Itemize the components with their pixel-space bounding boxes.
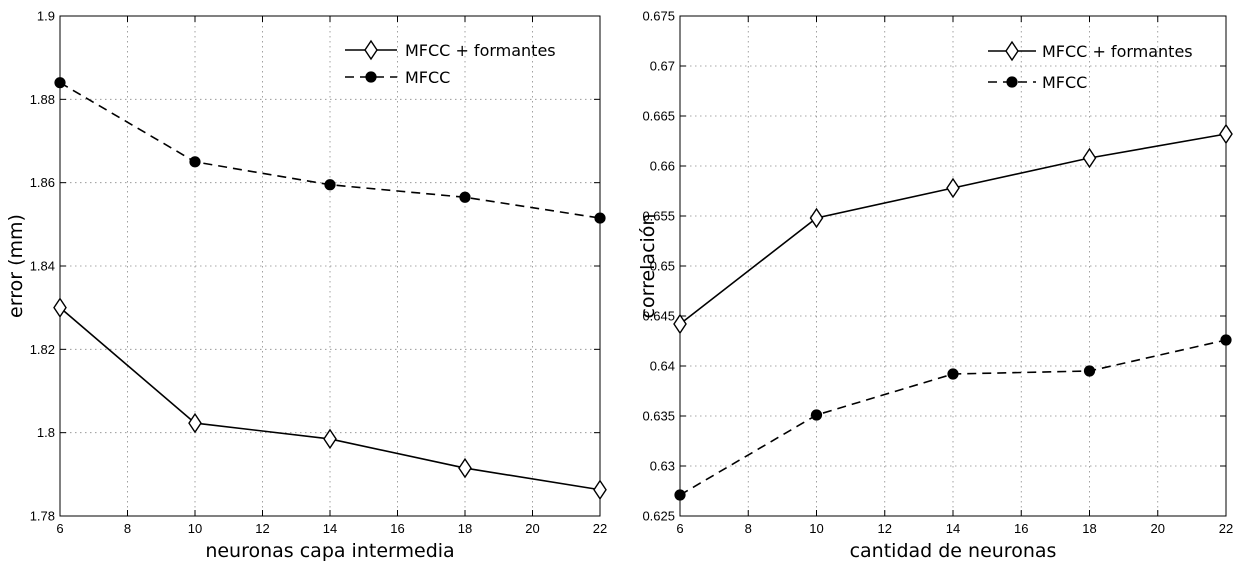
x-tick-label: 20 xyxy=(1151,521,1165,536)
legend-label: MFCC + formantes xyxy=(1042,42,1193,61)
legend-label: MFCC + formantes xyxy=(405,41,556,60)
x-tick-label: 22 xyxy=(593,521,607,536)
x-tick-label: 14 xyxy=(946,521,960,536)
legend-marker-diamond xyxy=(1005,40,1019,62)
x-tick-label: 6 xyxy=(56,521,63,536)
y-tick-label: 1.84 xyxy=(30,259,55,274)
data-point-circle xyxy=(674,489,686,501)
y-tick-label: 0.67 xyxy=(650,59,675,74)
y-tick-label: 1.78 xyxy=(30,509,55,524)
x-axis-label: cantidad de neuronas xyxy=(850,540,1057,562)
x-tick-label: 6 xyxy=(676,521,683,536)
grid-lines xyxy=(680,16,1226,516)
y-tick-label: 0.64 xyxy=(650,359,675,374)
series-mfcc-formantes xyxy=(673,123,1233,335)
data-point-diamond xyxy=(1082,147,1097,169)
series-mfcc-formantes xyxy=(53,297,607,501)
series-mfcc xyxy=(54,77,606,224)
y-axis-label: correlación xyxy=(637,214,659,319)
data-point-circle xyxy=(459,191,471,203)
y-tick-label: 0.645 xyxy=(642,309,675,324)
legend: MFCC + formantes MFCC xyxy=(988,40,1193,92)
y-tick-label: 1.8 xyxy=(37,425,55,440)
x-tick-label: 10 xyxy=(188,521,202,536)
y-tick-label: 1.82 xyxy=(30,342,55,357)
x-tick-label: 20 xyxy=(525,521,539,536)
x-tick-label: 18 xyxy=(458,521,472,536)
x-tick-label: 18 xyxy=(1082,521,1096,536)
legend-marker-circle xyxy=(365,71,377,83)
x-tick-label: 12 xyxy=(255,521,269,536)
y-tick-label: 0.65 xyxy=(650,259,675,274)
data-point-diamond xyxy=(323,428,337,450)
data-point-diamond xyxy=(188,412,202,434)
data-point-circle xyxy=(54,77,66,89)
y-axis-label: error (mm) xyxy=(5,214,27,318)
y-tick-label: 0.665 xyxy=(642,109,675,124)
y-tick-label: 0.675 xyxy=(642,9,675,24)
data-point-circle xyxy=(810,409,823,421)
data-point-diamond xyxy=(1219,123,1233,145)
x-tick-label: 16 xyxy=(390,521,404,536)
y-tick-label: 0.66 xyxy=(650,159,675,174)
y-tick-label: 0.625 xyxy=(642,509,675,524)
data-point-circle xyxy=(189,156,201,168)
x-tick-label: 22 xyxy=(1219,521,1233,536)
data-point-diamond xyxy=(53,297,67,318)
y-tick-label: 0.63 xyxy=(650,459,675,474)
grid-lines xyxy=(60,16,600,516)
data-point-diamond xyxy=(593,479,607,501)
data-point-diamond xyxy=(673,313,687,335)
x-tick-label: 12 xyxy=(878,521,892,536)
series-line xyxy=(59,81,601,219)
x-tick-label: 14 xyxy=(323,521,337,536)
legend-marker-circle xyxy=(1006,76,1018,88)
data-point-diamond xyxy=(946,177,960,199)
x-tick-label: 10 xyxy=(809,521,823,536)
x-tick-label: 16 xyxy=(1014,521,1028,536)
y-tick-label: 1.88 xyxy=(30,92,55,107)
x-tick-label: 8 xyxy=(124,521,131,536)
chart-1: 6 8 10 12 14 16 18 20 22 1.78 1.8 1.82 1.84 1.86 1.88 1… xyxy=(5,9,607,563)
legend: MFCC + formantes MFCC xyxy=(345,39,556,87)
data-point-circle xyxy=(324,179,336,191)
y-tick-label: 1.9 xyxy=(37,9,55,24)
chart-2: 6 8 10 12 14 16 18 20 22 0.625 0.63 0.635 0.64 0.645 0… xyxy=(637,9,1233,563)
data-point-circle xyxy=(947,368,959,380)
x-axis-label: neuronas capa intermedia xyxy=(205,540,454,562)
x-tick-label: 8 xyxy=(745,521,752,536)
legend-label: MFCC xyxy=(1042,73,1087,92)
data-point-circle xyxy=(1083,365,1096,377)
data-point-diamond xyxy=(458,457,472,479)
data-point-circle xyxy=(594,212,606,224)
y-tick-label: 0.655 xyxy=(642,209,675,224)
y-tick-label: 0.635 xyxy=(642,409,675,424)
legend-label: MFCC xyxy=(405,68,450,87)
y-tick-label: 1.86 xyxy=(30,175,55,190)
data-point-diamond xyxy=(809,207,824,229)
data-point-circle xyxy=(1220,334,1232,346)
legend-marker-diamond xyxy=(364,39,378,61)
series-mfcc xyxy=(674,334,1232,501)
